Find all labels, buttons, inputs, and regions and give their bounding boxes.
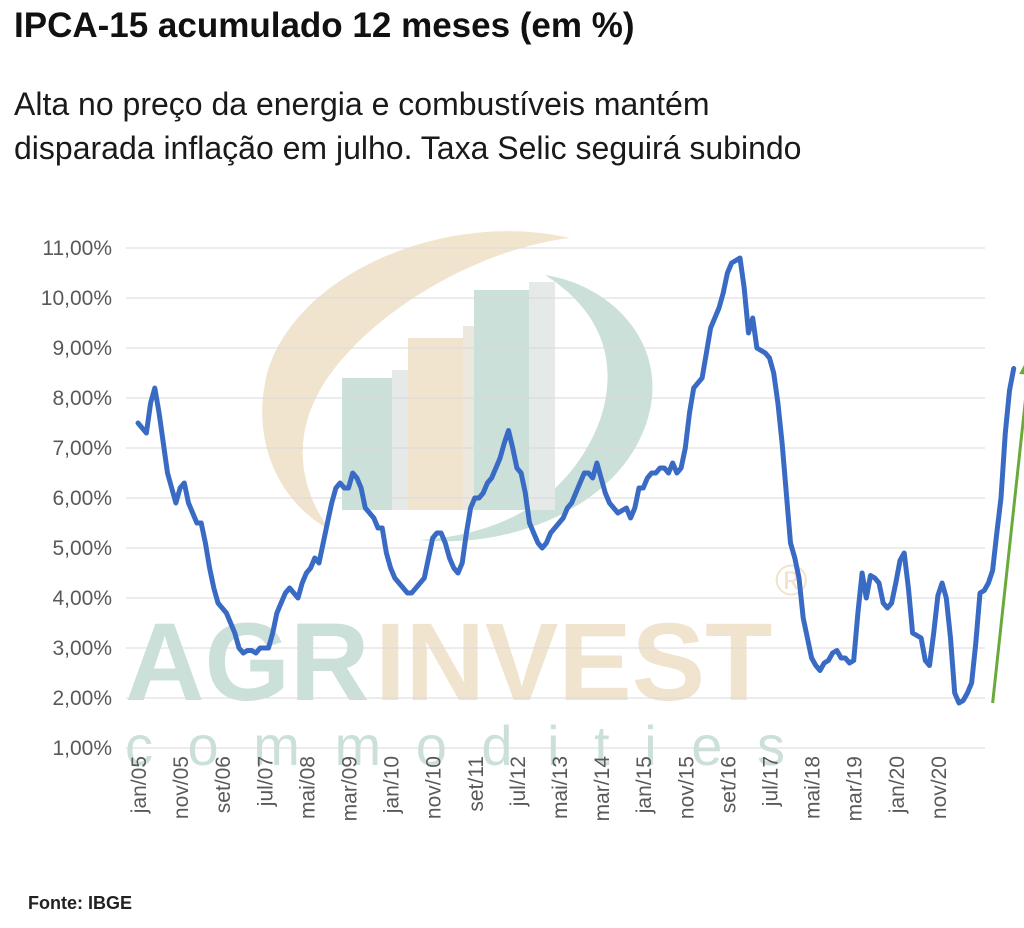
subtitle-line-2: disparada inflação em julho. Taxa Selic … — [14, 130, 802, 166]
x-tick-label: nov/10 — [423, 756, 446, 819]
x-tick-label: jul/12 — [507, 756, 530, 807]
trend-arrow-shaft — [991, 399, 1024, 704]
y-tick-label: 1,00% — [52, 737, 112, 760]
x-tick-label: nov/15 — [675, 756, 698, 819]
watermark-brand-invest: INVEST — [375, 601, 772, 724]
x-tick-label: jul/07 — [254, 756, 277, 807]
x-tick-label: jan/10 — [381, 756, 404, 814]
page-title: IPCA-15 acumulado 12 meses (em %) — [14, 6, 635, 45]
y-tick-label: 3,00% — [52, 637, 112, 660]
y-tick-label: 4,00% — [52, 587, 112, 610]
x-tick-label: nov/05 — [170, 756, 193, 819]
y-tick-label: 9,00% — [52, 337, 112, 360]
watermark-bar-1-side — [392, 370, 408, 510]
annotation-layer — [991, 365, 1024, 704]
x-tick-label: jan/20 — [886, 756, 909, 814]
watermark-bar-2-side — [463, 326, 477, 510]
subtitle-line-1: Alta no preço da energia e combustíveis … — [14, 86, 710, 122]
x-axis: jan/05 nov/05 set/06 jul/07 mai/08 mar/09 jan/… — [128, 756, 951, 822]
x-tick-label: jan/15 — [633, 756, 656, 814]
x-tick-label: jan/05 — [128, 756, 151, 814]
x-tick-label: mai/18 — [802, 756, 825, 819]
y-axis: 1,00% 2,00% 3,00% 4,00% 5,00% 6,00% 7,00% 8,00%… — [41, 237, 112, 760]
page-subtitle: Alta no preço da energia e combustíveis … — [14, 82, 1004, 170]
x-tick-label: mar/19 — [844, 756, 867, 821]
y-tick-label: 2,00% — [52, 687, 112, 710]
series-layer — [135, 255, 1017, 706]
y-tick-label: 7,00% — [52, 437, 112, 460]
x-tick-label: set/11 — [465, 756, 488, 812]
x-tick-label: nov/20 — [928, 756, 951, 819]
y-tick-label: 10,00% — [41, 287, 112, 310]
x-tick-label: set/16 — [717, 756, 740, 813]
agrinvest-watermark: AGR INVEST ® commodities — [125, 231, 807, 777]
x-tick-label: mar/09 — [339, 756, 362, 821]
watermark-bar-3-side — [529, 282, 555, 510]
x-tick-label: set/06 — [212, 756, 235, 813]
trend-arrow-head — [1019, 365, 1024, 375]
x-tick-label: mai/08 — [296, 756, 319, 819]
x-tick-label: jul/17 — [760, 756, 783, 807]
x-tick-label: mar/14 — [591, 756, 614, 822]
y-tick-label: 6,00% — [52, 487, 112, 510]
y-tick-label: 11,00% — [42, 237, 112, 260]
y-tick-label: 5,00% — [52, 537, 112, 560]
source-note: Fonte: IBGE — [28, 893, 132, 913]
series-line — [135, 255, 1017, 706]
line-chart: AGR INVEST ® commodities 1,00% 2,00% 3,00%… — [41, 231, 1024, 822]
watermark-brand-agr: AGR — [125, 601, 369, 724]
x-tick-label: mai/13 — [549, 756, 572, 819]
watermark-swoosh-beige — [262, 231, 570, 530]
y-tick-label: 8,00% — [52, 387, 112, 410]
watermark-bar-2 — [408, 338, 463, 510]
